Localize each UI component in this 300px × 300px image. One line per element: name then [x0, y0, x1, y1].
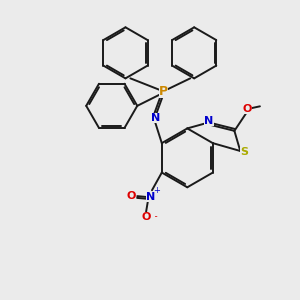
Text: N: N	[146, 192, 156, 202]
Text: O: O	[242, 104, 252, 114]
Text: N: N	[151, 112, 160, 123]
Text: -: -	[152, 212, 158, 221]
Text: P: P	[159, 85, 168, 98]
Text: O: O	[127, 191, 136, 201]
Text: S: S	[240, 147, 248, 157]
Text: O: O	[141, 212, 151, 222]
Text: +: +	[154, 186, 160, 195]
Text: N: N	[204, 116, 214, 126]
